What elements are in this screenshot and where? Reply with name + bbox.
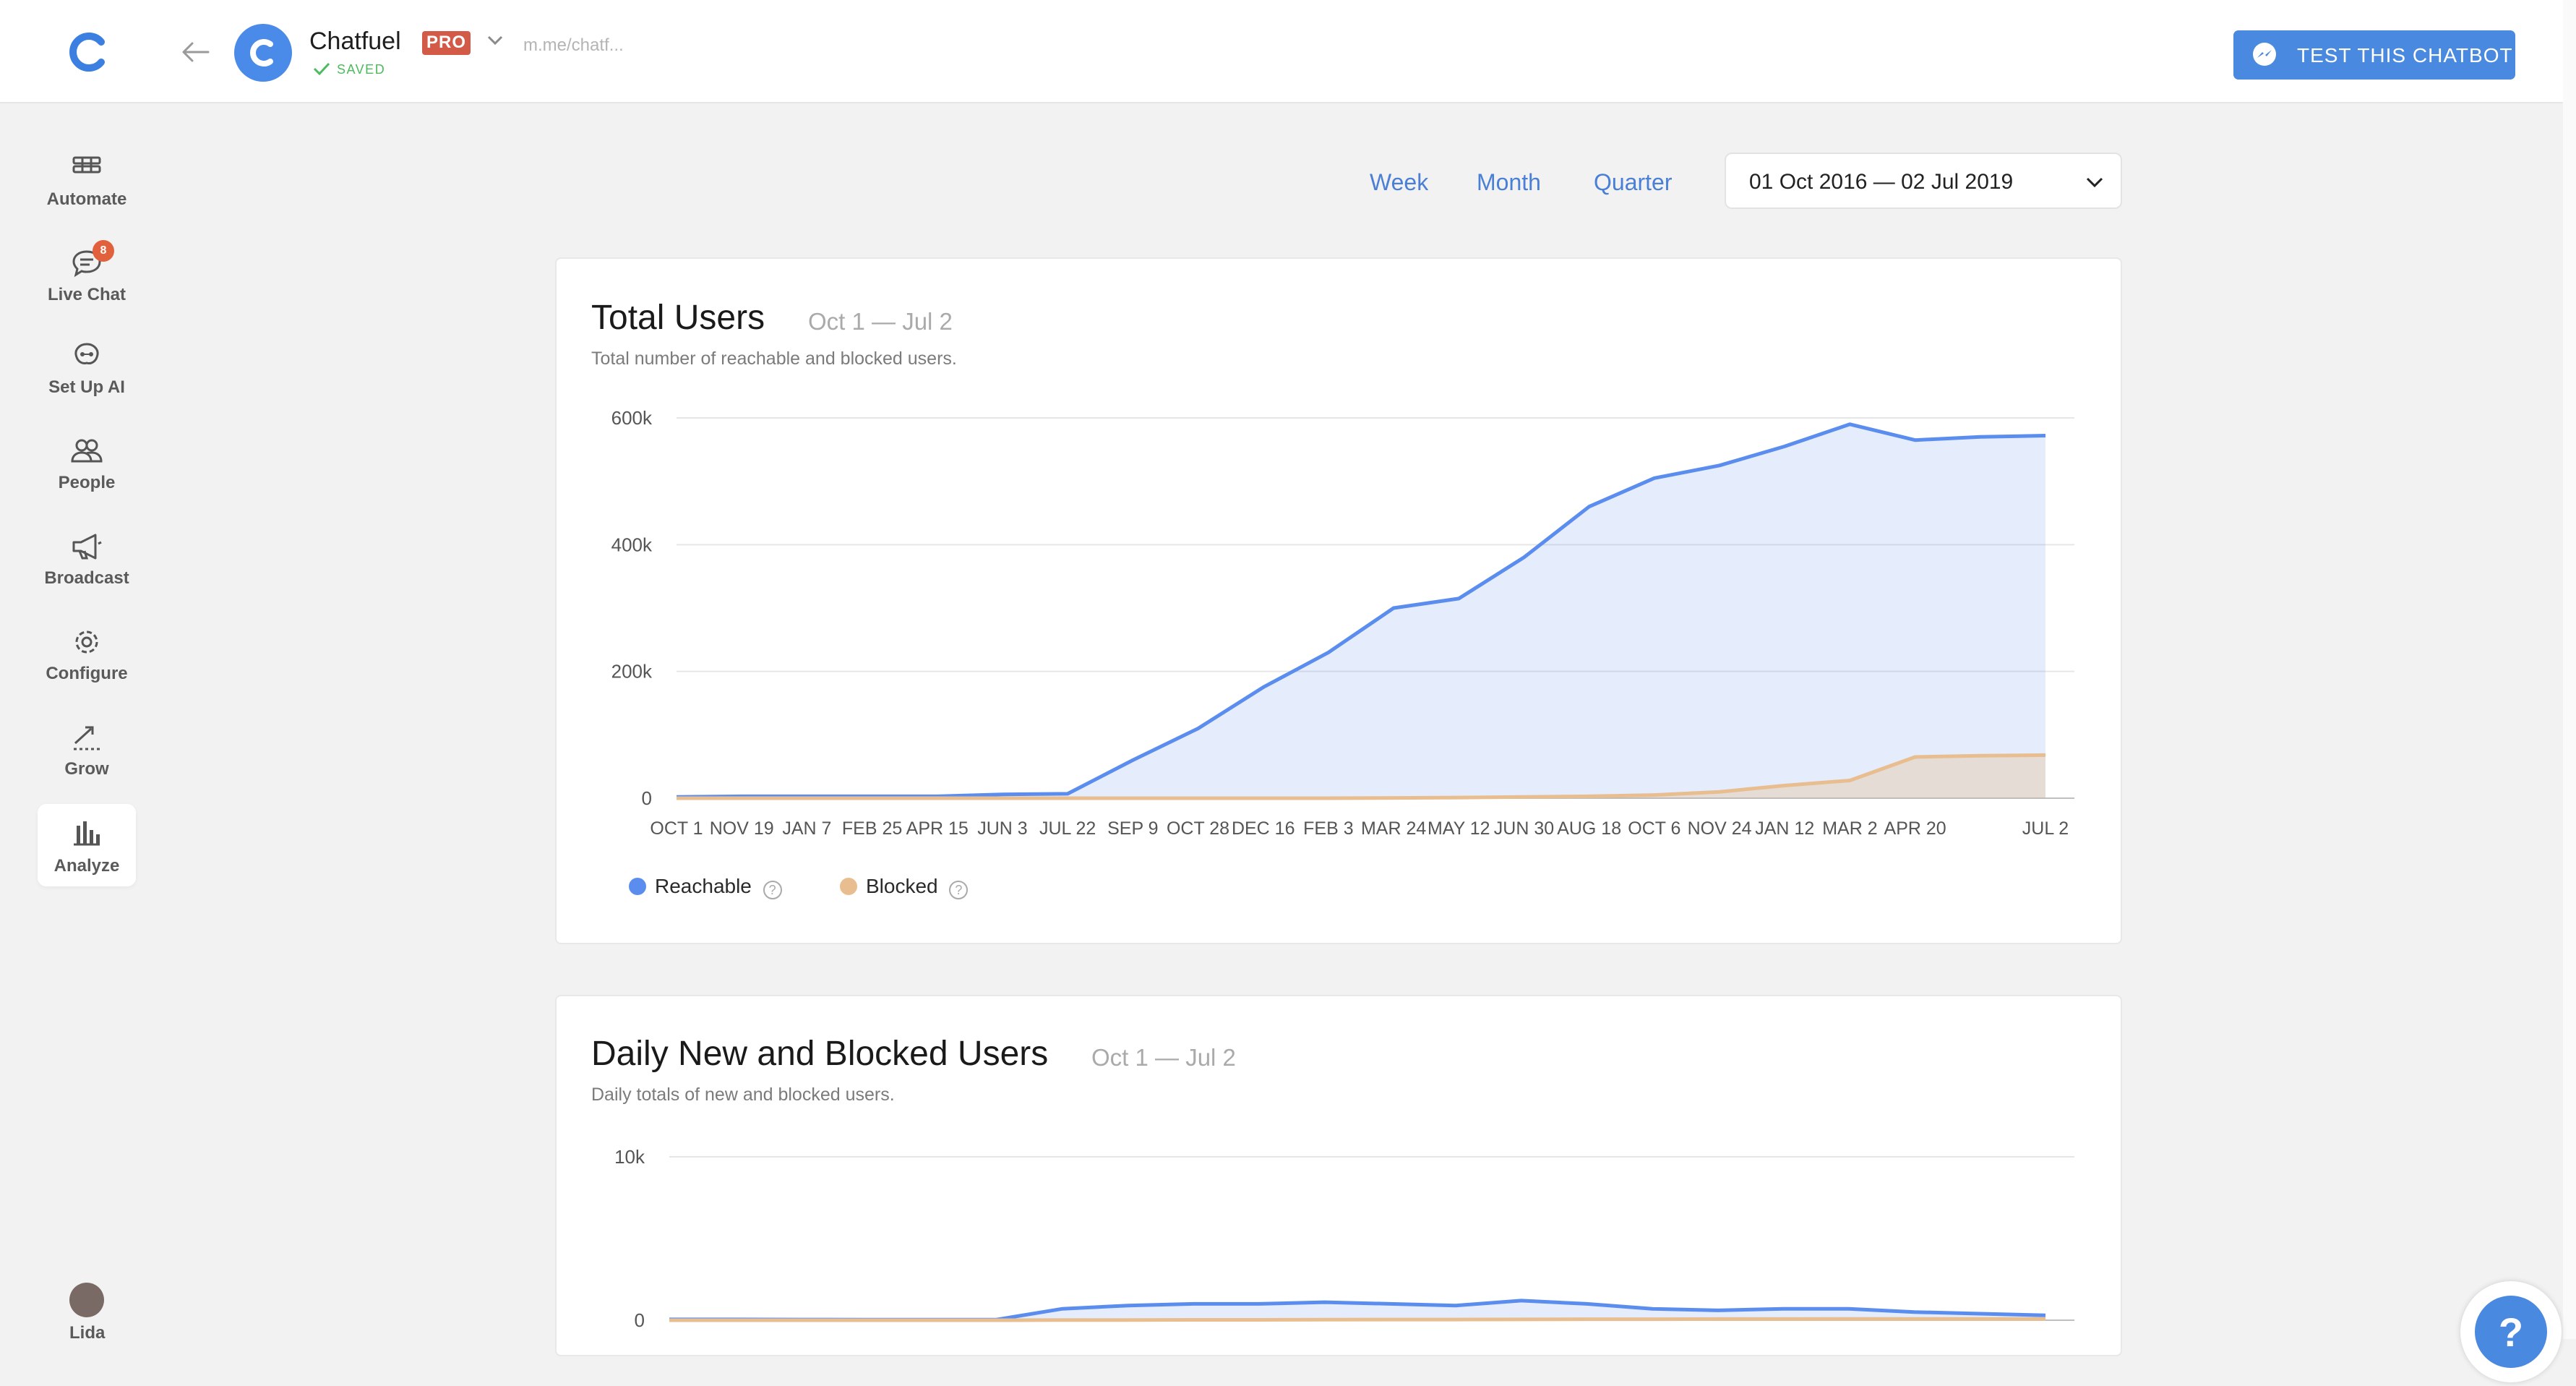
x-tick-label: OCT 28 xyxy=(1167,818,1229,839)
card-date-range: Oct 1 — Jul 2 xyxy=(1091,1044,1236,1071)
x-tick-label: JAN 12 xyxy=(1755,818,1814,839)
chevron-down-icon[interactable] xyxy=(486,33,505,48)
daily-users-chart: 0 10k xyxy=(557,1119,2124,1351)
chatfuel-logo[interactable] xyxy=(65,29,111,75)
sidebar-item-automate[interactable]: Automate xyxy=(38,150,136,230)
card-subtitle: Daily totals of new and blocked users. xyxy=(591,1085,895,1105)
unread-count-badge: 8 xyxy=(93,240,114,262)
check-icon xyxy=(312,61,331,77)
x-tick-label: OCT 1 xyxy=(650,818,703,839)
bot-name[interactable]: Chatfuel xyxy=(309,27,401,56)
sidebar-item-label: Analyze xyxy=(38,856,136,876)
x-tick-label: APR 20 xyxy=(1884,818,1946,839)
x-tick-label: JUL 2 xyxy=(2022,818,2069,839)
x-tick-label: DEC 16 xyxy=(1232,818,1295,839)
sidebar-item-label: Set Up AI xyxy=(38,377,136,398)
y-tick-label: 0 xyxy=(635,1309,645,1331)
save-status: SAVED xyxy=(337,62,385,77)
y-tick-label: 0 xyxy=(642,787,652,809)
scrollbar-track[interactable] xyxy=(2563,0,2576,1339)
date-range-select[interactable]: 01 Oct 2016 — 02 Jul 2019 xyxy=(1725,153,2122,209)
y-tick-label: 200k xyxy=(611,661,653,683)
sidebar-item-people[interactable]: People xyxy=(38,434,136,513)
legend-blocked[interactable]: Blocked ? xyxy=(840,875,968,899)
bot-avatar[interactable] xyxy=(234,24,292,82)
people-icon xyxy=(69,434,104,469)
sidebar-item-analyze[interactable]: Analyze xyxy=(38,804,136,886)
pro-badge: PRO xyxy=(422,31,471,55)
card-title: Daily New and Blocked Users xyxy=(591,1034,1048,1074)
x-tick-label: JUN 3 xyxy=(977,818,1027,839)
sidebar-item-live-chat[interactable]: 8 Live Chat xyxy=(38,246,136,325)
daily-users-card: Daily New and Blocked Users Oct 1 — Jul … xyxy=(555,995,2122,1356)
sidebar-item-label: Grow xyxy=(38,759,136,779)
chevron-down-icon xyxy=(2085,174,2105,190)
x-tick-label: SEP 9 xyxy=(1107,818,1158,839)
bot-link[interactable]: m.me/chatf... xyxy=(523,35,624,56)
x-tick-label: NOV 19 xyxy=(710,818,774,839)
reachable-dot xyxy=(629,878,646,895)
x-tick-label: JUN 30 xyxy=(1494,818,1554,839)
gear-icon xyxy=(69,625,104,659)
ai-icon xyxy=(69,338,104,373)
user-avatar[interactable] xyxy=(69,1283,104,1317)
messenger-icon xyxy=(2251,41,2278,69)
y-tick-label: 600k xyxy=(611,407,653,429)
megaphone-icon xyxy=(69,529,104,564)
sidebar-item-configure[interactable]: Configure xyxy=(38,625,136,704)
period-week-tab[interactable]: Week xyxy=(1370,169,1428,196)
sidebar-item-set-up-ai[interactable]: Set Up AI xyxy=(38,338,136,418)
x-tick-label: APR 15 xyxy=(906,818,969,839)
card-date-range: Oct 1 — Jul 2 xyxy=(808,308,953,335)
card-subtitle: Total number of reachable and blocked us… xyxy=(591,348,957,369)
x-tick-label: FEB 25 xyxy=(842,818,902,839)
test-chatbot-label: TEST THIS CHATBOT xyxy=(2297,44,2513,67)
back-arrow-icon[interactable] xyxy=(179,38,211,67)
sidebar-item-grow[interactable]: Grow xyxy=(38,720,136,800)
sidebar-item-broadcast[interactable]: Broadcast xyxy=(38,529,136,609)
series-area-reachable xyxy=(677,424,2045,798)
help-icon[interactable]: ? xyxy=(763,881,782,899)
legend-blocked-label: Blocked xyxy=(866,875,938,897)
card-title: Total Users xyxy=(591,298,765,338)
help-widget-button[interactable]: ? xyxy=(2460,1281,2562,1382)
period-month-tab[interactable]: Month xyxy=(1477,169,1541,196)
sidebar-item-label: Live Chat xyxy=(38,285,136,305)
x-tick-label: MAR 2 xyxy=(1822,818,1877,839)
x-tick-label: AUG 18 xyxy=(1557,818,1621,839)
grow-icon xyxy=(69,720,104,755)
sidebar-item-label: Broadcast xyxy=(38,568,136,589)
x-tick-label: MAY 12 xyxy=(1427,818,1490,839)
user-name: Lida xyxy=(69,1323,105,1343)
x-tick-label: MAR 24 xyxy=(1361,818,1426,839)
sidebar-item-label: Automate xyxy=(38,189,136,210)
sidebar-item-label: Configure xyxy=(38,664,136,684)
automate-icon xyxy=(69,150,104,185)
x-tick-label: JAN 7 xyxy=(782,818,831,839)
help-icon[interactable]: ? xyxy=(949,881,968,899)
svg-text:?: ? xyxy=(2499,1309,2523,1355)
x-tick-label: FEB 3 xyxy=(1303,818,1353,839)
y-tick-label: 10k xyxy=(614,1146,645,1168)
x-tick-label: JUL 22 xyxy=(1039,818,1096,839)
date-range-value: 01 Oct 2016 — 02 Jul 2019 xyxy=(1749,170,2013,194)
test-chatbot-button[interactable]: TEST THIS CHATBOT xyxy=(2233,30,2515,80)
top-bar: Chatfuel PRO SAVED m.me/chatf... TEST TH… xyxy=(0,0,2563,103)
period-quarter-tab[interactable]: Quarter xyxy=(1594,169,1672,196)
bar-chart-icon xyxy=(69,816,104,850)
x-tick-label: OCT 6 xyxy=(1628,818,1680,839)
x-tick-label: NOV 24 xyxy=(1688,818,1752,839)
legend-reachable-label: Reachable xyxy=(655,875,752,897)
legend-reachable[interactable]: Reachable ? xyxy=(629,875,782,899)
y-tick-label: 400k xyxy=(611,534,653,555)
total-users-card: Total Users Oct 1 — Jul 2 Total number o… xyxy=(555,257,2122,944)
series-line-blocked xyxy=(669,1319,2045,1320)
sidebar-item-label: People xyxy=(38,473,136,493)
blocked-dot xyxy=(840,878,857,895)
